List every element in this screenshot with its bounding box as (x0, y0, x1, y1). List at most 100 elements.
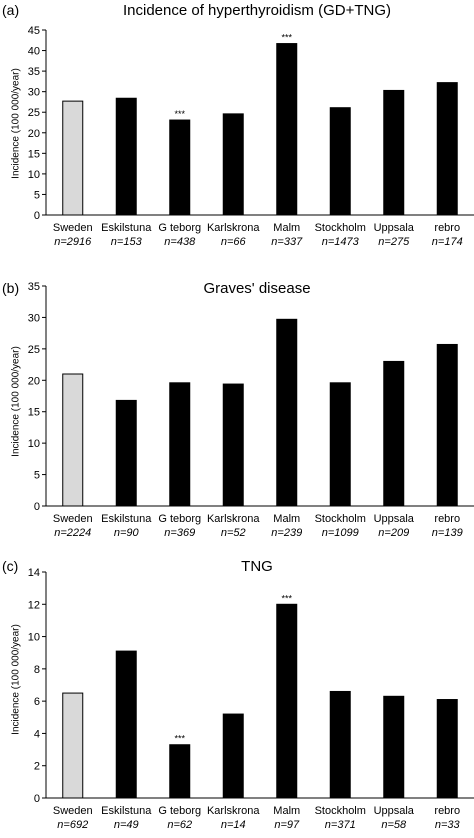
bar-5 (276, 43, 298, 216)
x-tick-label: Sweden (53, 222, 93, 234)
chart-title: Graves' disease (203, 280, 311, 297)
y-tick-label: 0 (34, 210, 40, 222)
x-tick-label: Eskilstuna (101, 222, 152, 234)
x-n-label: n=337 (271, 236, 303, 248)
y-tick-label: 12 (28, 599, 40, 611)
chart-panel-c: (c) TNG Incidence (100 000/year) 0 2 4 6 8 10… (0, 556, 474, 838)
y-tick-label: 10 (28, 632, 40, 644)
x-tick-label: G teborg (158, 805, 201, 817)
x-tick-label: rebro (434, 222, 460, 234)
x-tick-label: G teborg (158, 513, 201, 525)
x-tick-label: Uppsala (374, 222, 415, 234)
bar-4 (222, 713, 244, 799)
x-tick-label: Malm (273, 805, 300, 817)
chart-panel-b: (b) Graves' disease Incidence (100 000/y… (0, 278, 474, 556)
y-tick-label: 35 (28, 281, 40, 293)
x-tick-label: Stockholm (315, 805, 366, 817)
x-n-label: n=2916 (54, 236, 92, 248)
x-tick-label: Sweden (53, 805, 93, 817)
y-tick-label: 20 (28, 128, 40, 140)
significance-marker: *** (174, 734, 185, 744)
x-tick-label: rebro (434, 805, 460, 817)
y-tick-label: 45 (28, 25, 40, 37)
y-tick-label: 10 (28, 169, 40, 181)
x-n-label: n=369 (164, 527, 195, 539)
x-tick-label: G teborg (158, 222, 201, 234)
y-tick-label: 5 (34, 470, 40, 482)
y-tick-label: 15 (28, 148, 40, 160)
x-n-label: n=1099 (322, 527, 359, 539)
x-n-label: n=62 (167, 819, 192, 831)
x-n-label: n=66 (221, 236, 247, 248)
y-tick-label: 6 (34, 696, 40, 708)
y-tick-label: 40 (28, 46, 40, 58)
x-tick-label: Karlskrona (207, 513, 260, 525)
y-tick-label: 25 (28, 344, 40, 356)
bar-2 (115, 399, 137, 507)
y-tick-label: 2 (34, 761, 40, 773)
x-n-label: n=58 (381, 819, 407, 831)
x-tick-label: Karlskrona (207, 805, 260, 817)
x-n-label: n=371 (325, 819, 356, 831)
x-tick-label: Malm (273, 513, 300, 525)
x-n-label: n=209 (378, 527, 409, 539)
x-tick-label: Sweden (53, 513, 93, 525)
bar-5 (276, 603, 298, 799)
bar-8 (436, 699, 458, 799)
bar-2 (115, 97, 137, 216)
x-n-label: n=49 (114, 819, 139, 831)
bar-chart-plot: 0 2 4 6 8 10 12 14 Sweden n=692 Eskilstuna n=49 *** G… (28, 567, 474, 831)
x-tick-label: Malm (273, 222, 300, 234)
bar-7 (383, 360, 405, 507)
x-n-label: n=2224 (54, 527, 91, 539)
x-n-label: n=52 (221, 527, 246, 539)
x-n-label: n=692 (57, 819, 88, 831)
chart-title: TNG (241, 558, 273, 575)
x-tick-label: rebro (434, 513, 460, 525)
y-tick-label: 25 (28, 107, 40, 119)
y-tick-label: 0 (34, 501, 40, 513)
bar-8 (436, 343, 458, 507)
y-tick-label: 0 (34, 793, 40, 805)
bar-3 (169, 382, 191, 507)
bar-4 (222, 113, 244, 216)
x-tick-label: Eskilstuna (101, 513, 152, 525)
panel-label: (c) (2, 558, 19, 574)
y-tick-label: 10 (28, 438, 40, 450)
chart-title: Incidence of hyperthyroidism (GD+TNG) (122, 2, 391, 19)
y-tick-label: 30 (28, 312, 40, 324)
panel-label: (b) (2, 280, 20, 296)
significance-marker: *** (281, 593, 292, 603)
panel-label: (a) (2, 2, 20, 18)
x-n-label: n=239 (271, 527, 302, 539)
bar-6 (329, 107, 351, 216)
y-tick-label: 4 (34, 728, 40, 740)
x-n-label: n=97 (274, 819, 300, 831)
significance-marker: *** (174, 109, 185, 119)
x-tick-label: Karlskrona (207, 222, 260, 234)
bar-chart-plot: 0 5 10 15 20 25 30 35 Sweden n=2224 Eskilstuna n=90… (28, 281, 474, 539)
bar-1 (62, 100, 84, 216)
x-n-label: n=14 (221, 819, 246, 831)
x-tick-label: Stockholm (315, 513, 366, 525)
x-n-label: n=174 (432, 236, 463, 248)
x-tick-label: Uppsala (374, 513, 415, 525)
bar-3 (169, 119, 191, 216)
y-tick-label: 30 (28, 87, 40, 99)
bar-6 (329, 690, 351, 799)
bar-6 (329, 382, 351, 507)
bar-2 (115, 650, 137, 799)
bar-5 (276, 318, 298, 507)
bar-7 (383, 695, 405, 799)
y-tick-label: 14 (28, 567, 40, 579)
bar-8 (436, 82, 458, 216)
y-tick-label: 35 (28, 66, 40, 78)
x-tick-label: Stockholm (315, 222, 366, 234)
significance-marker: *** (281, 33, 292, 43)
bar-1 (62, 373, 84, 507)
y-tick-label: 20 (28, 375, 40, 387)
y-tick-label: 5 (34, 189, 40, 201)
x-n-label: n=1473 (322, 236, 360, 248)
x-tick-label: Eskilstuna (101, 805, 152, 817)
chart-panel-a: (a) Incidence of hyperthyroidism (GD+TNG… (0, 0, 474, 278)
